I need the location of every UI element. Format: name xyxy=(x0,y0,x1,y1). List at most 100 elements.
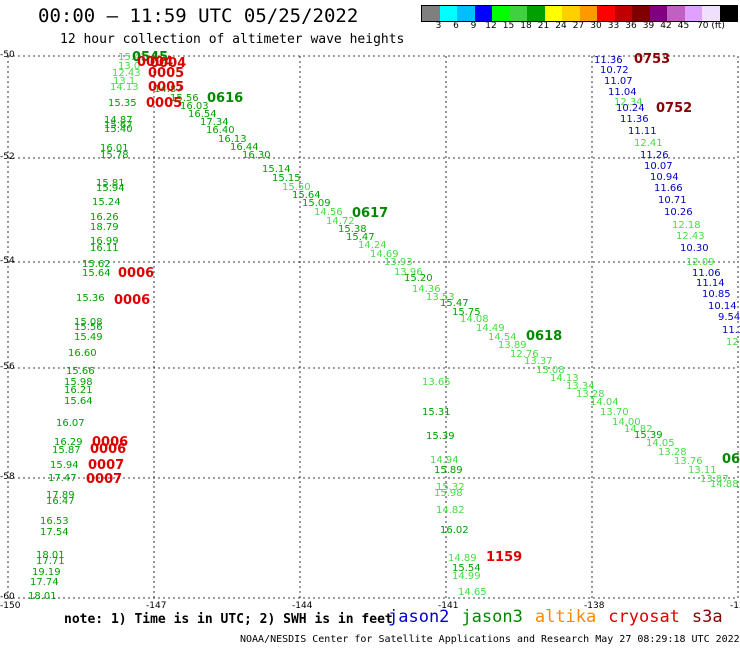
swh-value-label: 15.08 xyxy=(74,317,103,328)
swh-value-label: 13.37 xyxy=(524,356,553,367)
swh-value-label: 17.89 xyxy=(46,490,75,501)
swh-value-label: 13.11 xyxy=(688,465,717,476)
lat-axis-label: -54 xyxy=(0,256,15,266)
swh-value-label: 14.65 xyxy=(458,587,487,598)
colorbar-tick-label: 6 xyxy=(453,21,459,31)
colorbar-swatch xyxy=(579,6,597,21)
lon-axis-label: -138 xyxy=(584,601,605,611)
swh-value-label: 16.54 xyxy=(188,109,217,120)
swh-value-label: 16.26 xyxy=(90,212,119,223)
swh-value-label: 16.01 xyxy=(100,143,129,154)
legend-altika: altika xyxy=(534,607,597,627)
swh-value-label: 10.14 xyxy=(708,301,737,312)
pass-time-label: 0618 xyxy=(526,329,563,344)
swh-value-label: 15.32 xyxy=(436,482,465,493)
swh-value-label: 11.36 xyxy=(594,55,623,66)
swh-value-label: 16.30 xyxy=(242,150,271,161)
colorbar-swatch xyxy=(562,6,580,21)
swh-value-label: 9.54 xyxy=(718,312,740,323)
lon-axis-label: -147 xyxy=(146,601,167,611)
colorbar-swatch xyxy=(632,6,650,21)
swh-value-label: 14.99 xyxy=(452,571,481,582)
swh-value-label: 15.39 xyxy=(426,431,455,442)
colorbar-tick-label: 12 xyxy=(485,21,497,31)
swh-value-label: 10.26 xyxy=(664,207,693,218)
colorbar-tick-label: 45 xyxy=(677,21,690,31)
swh-value-label: 16.02 xyxy=(440,525,469,536)
swh-value-label: 10.30 xyxy=(680,243,709,254)
swh-value-label: 16.47 xyxy=(46,496,75,507)
swh-value-label: 12 xyxy=(726,337,739,348)
colorbar-swatch xyxy=(667,6,685,21)
lon-axis-label: -135 xyxy=(730,601,740,611)
pass-time-label: 0005 xyxy=(146,96,183,111)
swh-value-label: 10.85 xyxy=(702,289,731,300)
swh-value-label: 15.94 xyxy=(96,183,125,194)
swh-value-label: 18.01 xyxy=(36,550,65,561)
swh-value-label: 13.65 xyxy=(422,377,451,388)
swh-value-label: 15.67 xyxy=(104,120,133,131)
lon-axis-label: -144 xyxy=(292,601,313,611)
swh-value-label: 12.41 xyxy=(634,138,663,149)
colorbar-tick-label: 24 xyxy=(555,21,567,31)
swh-value-label: 15.50 xyxy=(282,182,311,193)
swh-value-label: 15.87 xyxy=(52,445,81,456)
swh-value-label: 11.07 xyxy=(604,76,633,87)
swh-value-label: 15.14 xyxy=(262,164,291,175)
swh-value-label: 15.20 xyxy=(404,273,433,284)
map-title: 00:00 – 11:59 UTC 05/25/2022 xyxy=(38,5,359,27)
colorbar-tick-label: 27 xyxy=(572,21,585,31)
colorbar-tick-label: 15 xyxy=(502,21,515,31)
swh-value-label: 16.53 xyxy=(40,516,69,527)
swh-value-label: 15.54 xyxy=(452,563,481,574)
swh-value-label: 15.40 xyxy=(104,124,133,135)
swh-value-label: 13.28 xyxy=(576,389,605,400)
swh-value-label: 15.15 xyxy=(272,173,301,184)
swh-value-label: 16.11 xyxy=(90,243,119,254)
pass-time-label: 0753 xyxy=(634,52,671,67)
legend-jason2: jason2 xyxy=(388,607,450,627)
swh-value-label: 11.26 xyxy=(640,150,669,161)
lat-axis-label: -58 xyxy=(0,472,15,482)
swh-value-label: 12.34 xyxy=(614,97,643,108)
swh-value-label: 17.47 xyxy=(48,473,77,484)
swh-value-label: 16.44 xyxy=(230,142,259,153)
swh-value-label: 19.19 xyxy=(32,567,61,578)
colorbar-swatch xyxy=(474,6,492,21)
swh-value-label: 11.11 xyxy=(628,126,657,137)
swh-value-label: 17.54 xyxy=(40,527,69,538)
pass-time-label: 0007 xyxy=(88,458,125,473)
swh-value-label: 13.53 xyxy=(426,292,455,303)
lat-axis-label: -56 xyxy=(0,362,15,372)
swh-value-label: 13.96 xyxy=(394,267,423,278)
lat-axis-label: -52 xyxy=(0,152,15,162)
pass-time-label: 0005 xyxy=(148,66,185,81)
pass-time-label: 0006 xyxy=(90,442,127,457)
swh-value-label: 13.87 xyxy=(700,474,729,485)
pass-time-label: 0007 xyxy=(86,472,123,487)
swh-value-label: 13.08 xyxy=(536,365,565,376)
swh-value-label: 13.0 xyxy=(118,61,141,72)
swh-value-label: 10.72 xyxy=(600,65,629,76)
swh-value-label: 14.00 xyxy=(612,417,641,428)
swh-value-label: 14.72 xyxy=(326,216,355,227)
swh-value-label: 12.43 xyxy=(112,68,141,79)
swh-value-label: 17.34 xyxy=(200,117,229,128)
pass-time-label: 1159 xyxy=(486,550,523,565)
pass-time-label: 0616 xyxy=(207,91,244,106)
pass-time-label: 0004 xyxy=(137,55,174,70)
swh-value-label: 11.14 xyxy=(696,278,725,289)
swh-value-label: 13.34 xyxy=(566,381,595,392)
swh-value-label: 13.70 xyxy=(600,407,629,418)
swh-value-label: 14.13 xyxy=(550,373,579,384)
colorbar-swatch xyxy=(457,6,475,21)
swh-value-label: 14.54 xyxy=(488,332,517,343)
swh-value-label: 11.66 xyxy=(654,183,683,194)
credit-line: NOAA/NESDIS Center for Satellite Applica… xyxy=(240,634,740,645)
swh-value-label: 15.39 xyxy=(634,430,663,441)
swh-value-label: 12.09 xyxy=(686,257,715,268)
swh-value-label: 14.13 xyxy=(110,82,139,93)
swh-value-label: 16.99 xyxy=(90,236,119,247)
colorbar-tick-label: 9 xyxy=(470,21,477,31)
